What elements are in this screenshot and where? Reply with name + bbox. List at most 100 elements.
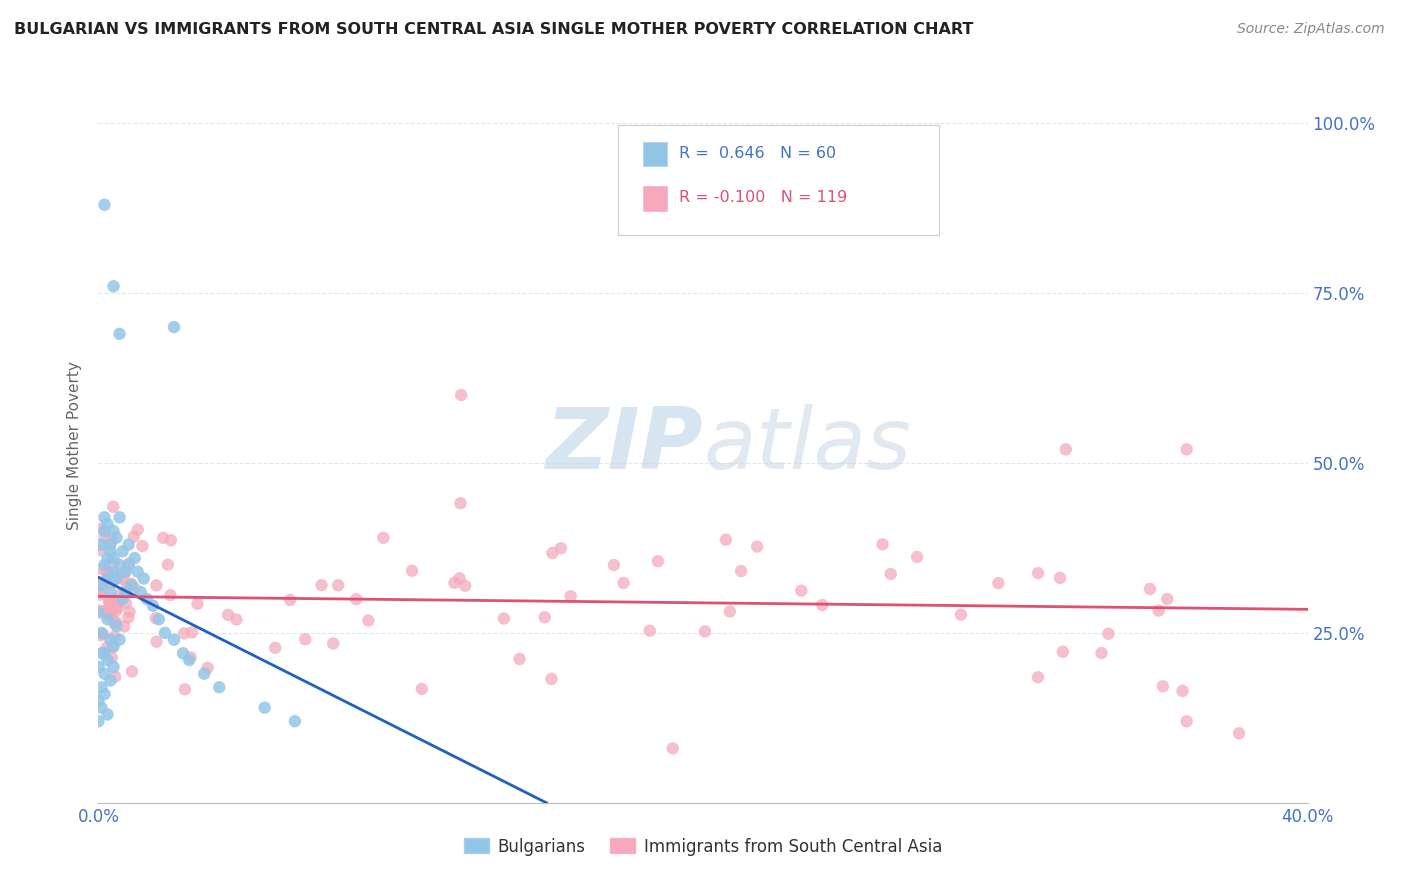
Point <box>152 531 174 545</box>
Point <box>108 569 131 583</box>
Point <box>208 680 231 694</box>
Y-axis label: Single Mother Poverty: Single Mother Poverty <box>67 361 83 531</box>
Point <box>93 646 115 660</box>
Point <box>96 572 118 586</box>
Point <box>132 572 155 586</box>
Point <box>94 607 117 621</box>
Point <box>450 388 472 402</box>
FancyBboxPatch shape <box>643 142 666 166</box>
Point <box>110 587 132 601</box>
Point <box>540 672 562 686</box>
Point <box>105 619 128 633</box>
Point <box>811 598 834 612</box>
Point <box>115 596 138 610</box>
Point <box>100 537 122 551</box>
Point <box>186 597 208 611</box>
Point <box>311 578 333 592</box>
Point <box>103 551 125 566</box>
Point <box>1156 591 1178 606</box>
Point <box>100 544 122 558</box>
Point <box>115 580 138 594</box>
Point <box>90 537 112 551</box>
Point <box>550 541 572 556</box>
Point <box>264 640 287 655</box>
Point <box>108 632 131 647</box>
Point <box>114 565 136 579</box>
Point <box>96 517 118 532</box>
Point <box>93 687 115 701</box>
Point <box>100 533 122 548</box>
Point <box>357 614 380 628</box>
Point <box>94 531 117 545</box>
Point <box>103 565 125 579</box>
Point <box>454 579 477 593</box>
Point <box>145 578 167 592</box>
Point <box>714 533 737 547</box>
Point <box>197 661 219 675</box>
Point <box>97 595 120 609</box>
Point <box>326 578 349 592</box>
Point <box>89 543 111 558</box>
Point <box>93 604 115 618</box>
Point <box>117 610 139 624</box>
Point <box>1054 442 1077 457</box>
Point <box>225 613 247 627</box>
Point <box>153 626 176 640</box>
Point <box>148 612 170 626</box>
Point <box>1227 726 1250 740</box>
Point <box>163 320 186 334</box>
Point <box>278 593 301 607</box>
Point <box>103 640 125 654</box>
Point <box>142 599 165 613</box>
Point <box>90 562 112 576</box>
Point <box>104 596 127 610</box>
Point <box>1049 571 1071 585</box>
Point <box>105 571 128 585</box>
Point <box>118 605 141 619</box>
Point <box>104 630 127 644</box>
Point <box>103 556 125 570</box>
Point <box>90 646 112 660</box>
Point <box>104 670 127 684</box>
Point <box>217 607 239 622</box>
Point <box>108 326 131 341</box>
Point <box>450 496 472 510</box>
Point <box>508 652 530 666</box>
Point <box>105 531 128 545</box>
Point <box>87 603 110 617</box>
Point <box>127 565 149 579</box>
Point <box>122 530 145 544</box>
Point <box>159 588 181 602</box>
Point <box>661 741 683 756</box>
Point <box>93 524 115 538</box>
Point <box>103 524 125 538</box>
Point <box>449 571 471 585</box>
Text: R =  0.646   N = 60: R = 0.646 N = 60 <box>679 146 837 161</box>
Point <box>1052 645 1074 659</box>
Point <box>872 537 894 551</box>
Point <box>163 632 186 647</box>
Point <box>103 615 125 630</box>
Point <box>108 558 131 572</box>
Text: ZIP: ZIP <box>546 404 703 488</box>
Point <box>129 585 152 599</box>
Point <box>114 585 136 599</box>
Point <box>492 611 515 625</box>
Point <box>121 578 143 592</box>
Point <box>124 551 146 566</box>
Point <box>98 604 121 618</box>
Point <box>560 589 582 603</box>
Point <box>145 611 167 625</box>
Point <box>98 607 121 622</box>
Point <box>93 574 115 589</box>
Point <box>105 604 128 618</box>
Point <box>87 585 110 599</box>
Point <box>1026 670 1049 684</box>
Point <box>638 624 661 638</box>
Point <box>294 632 316 647</box>
Text: R = -0.100   N = 119: R = -0.100 N = 119 <box>679 190 846 205</box>
Point <box>105 615 128 629</box>
Point <box>87 714 110 729</box>
Point <box>1175 442 1198 457</box>
Point <box>443 575 465 590</box>
